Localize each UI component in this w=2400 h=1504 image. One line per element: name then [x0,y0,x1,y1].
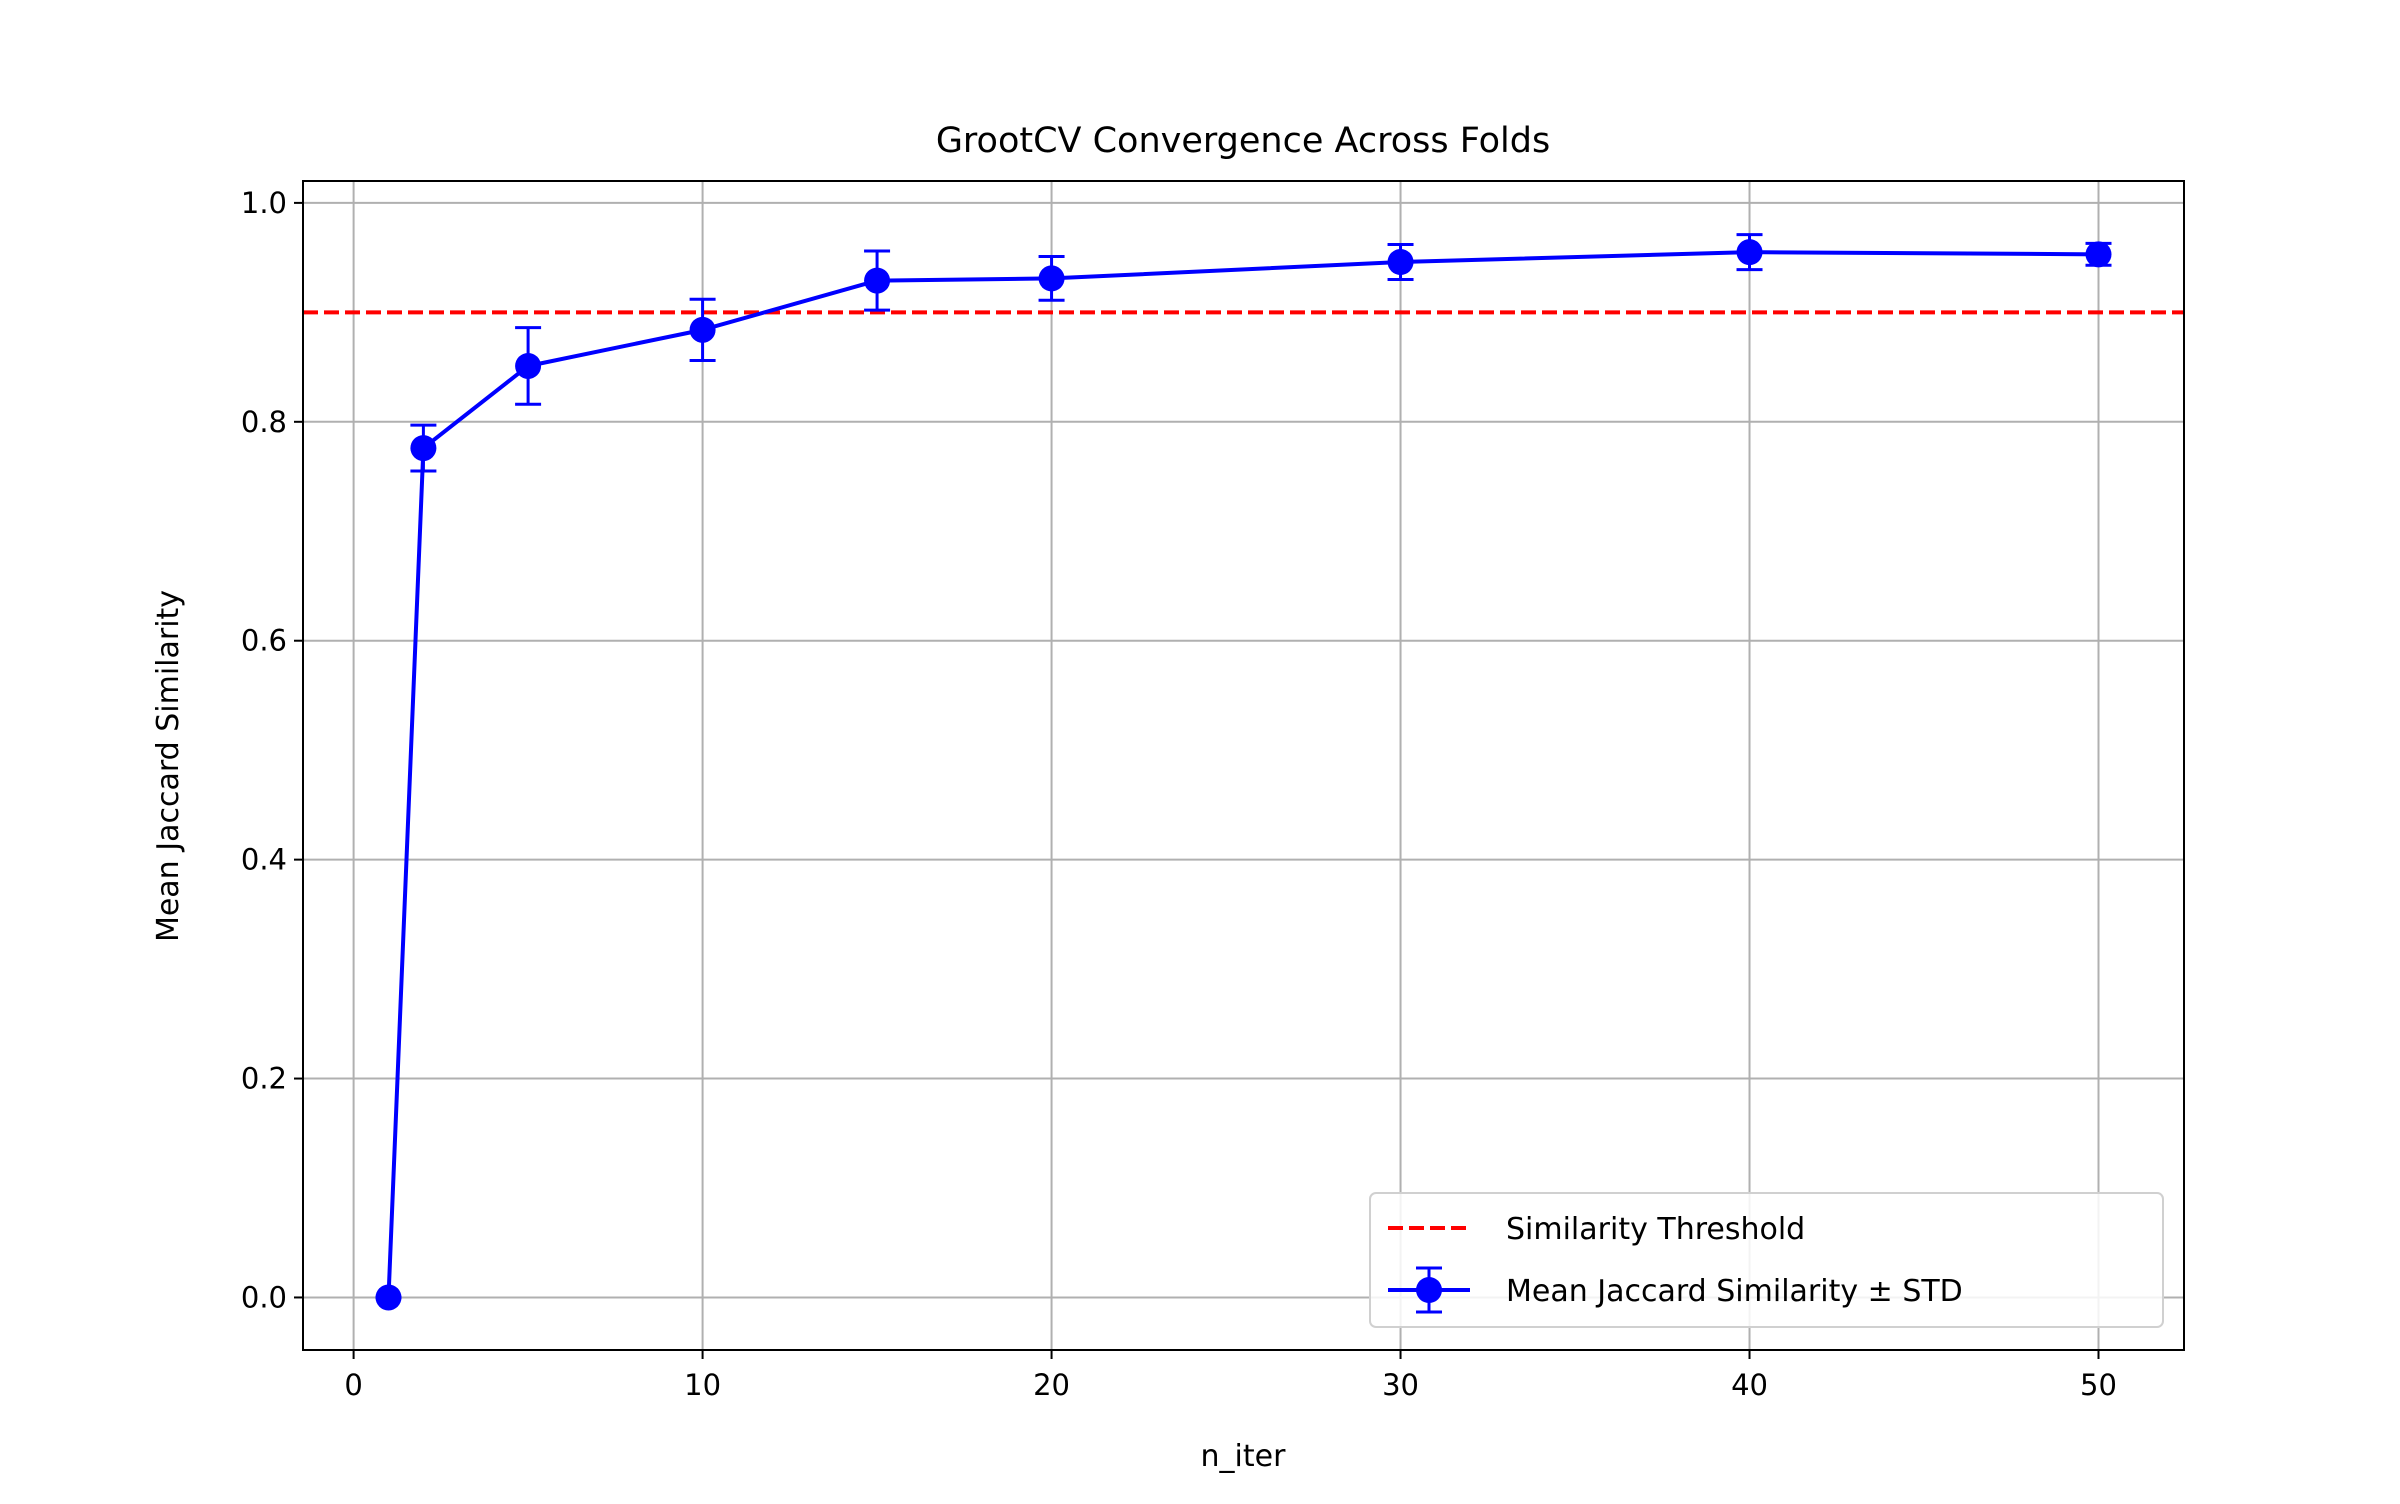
data-point [1736,239,1763,266]
grid [303,181,2184,1350]
data-point [1387,248,1414,275]
x-tick-label: 30 [1382,1368,1419,1402]
x-tick-label: 20 [1033,1368,1070,1402]
y-tick-label: 0.2 [241,1062,287,1096]
data-point [864,267,891,294]
data-point [2085,241,2112,268]
ticks: 0 10 20 30 40 50 0.0 0.2 0.4 0.6 0.8 1.0 [241,186,2117,1402]
legend-series-marker [1416,1277,1442,1303]
series-line [386,250,2099,1298]
x-tick-label: 50 [2080,1368,2117,1402]
x-axis-label: n_iter [1201,1439,1287,1474]
data-point [1038,265,1065,292]
y-tick-label: 1.0 [241,186,287,220]
legend: Similarity Threshold Mean Jaccard Simila… [1369,1192,2164,1328]
series [375,233,2112,1311]
y-axis-label: Mean Jaccard Similarity [151,590,186,942]
data-point [515,352,542,379]
y-tick-label: 0.4 [241,843,287,877]
data-point [375,1284,402,1311]
y-tick-label: 0.6 [241,624,287,658]
x-tick-label: 0 [344,1368,362,1402]
data-point [410,435,437,462]
y-tick-label: 0.8 [241,405,287,439]
data-point [689,316,716,343]
legend-series-label: Mean Jaccard Similarity ± STD [1506,1274,1963,1309]
y-tick-label: 0.0 [241,1280,287,1314]
legend-box [1369,1192,2164,1328]
x-tick-label: 40 [1731,1368,1768,1402]
chart-title: GrootCV Convergence Across Folds [936,121,1550,161]
axes-frame [302,180,2185,1351]
legend-threshold-label: Similarity Threshold [1506,1212,1805,1247]
x-tick-label: 10 [684,1368,721,1402]
